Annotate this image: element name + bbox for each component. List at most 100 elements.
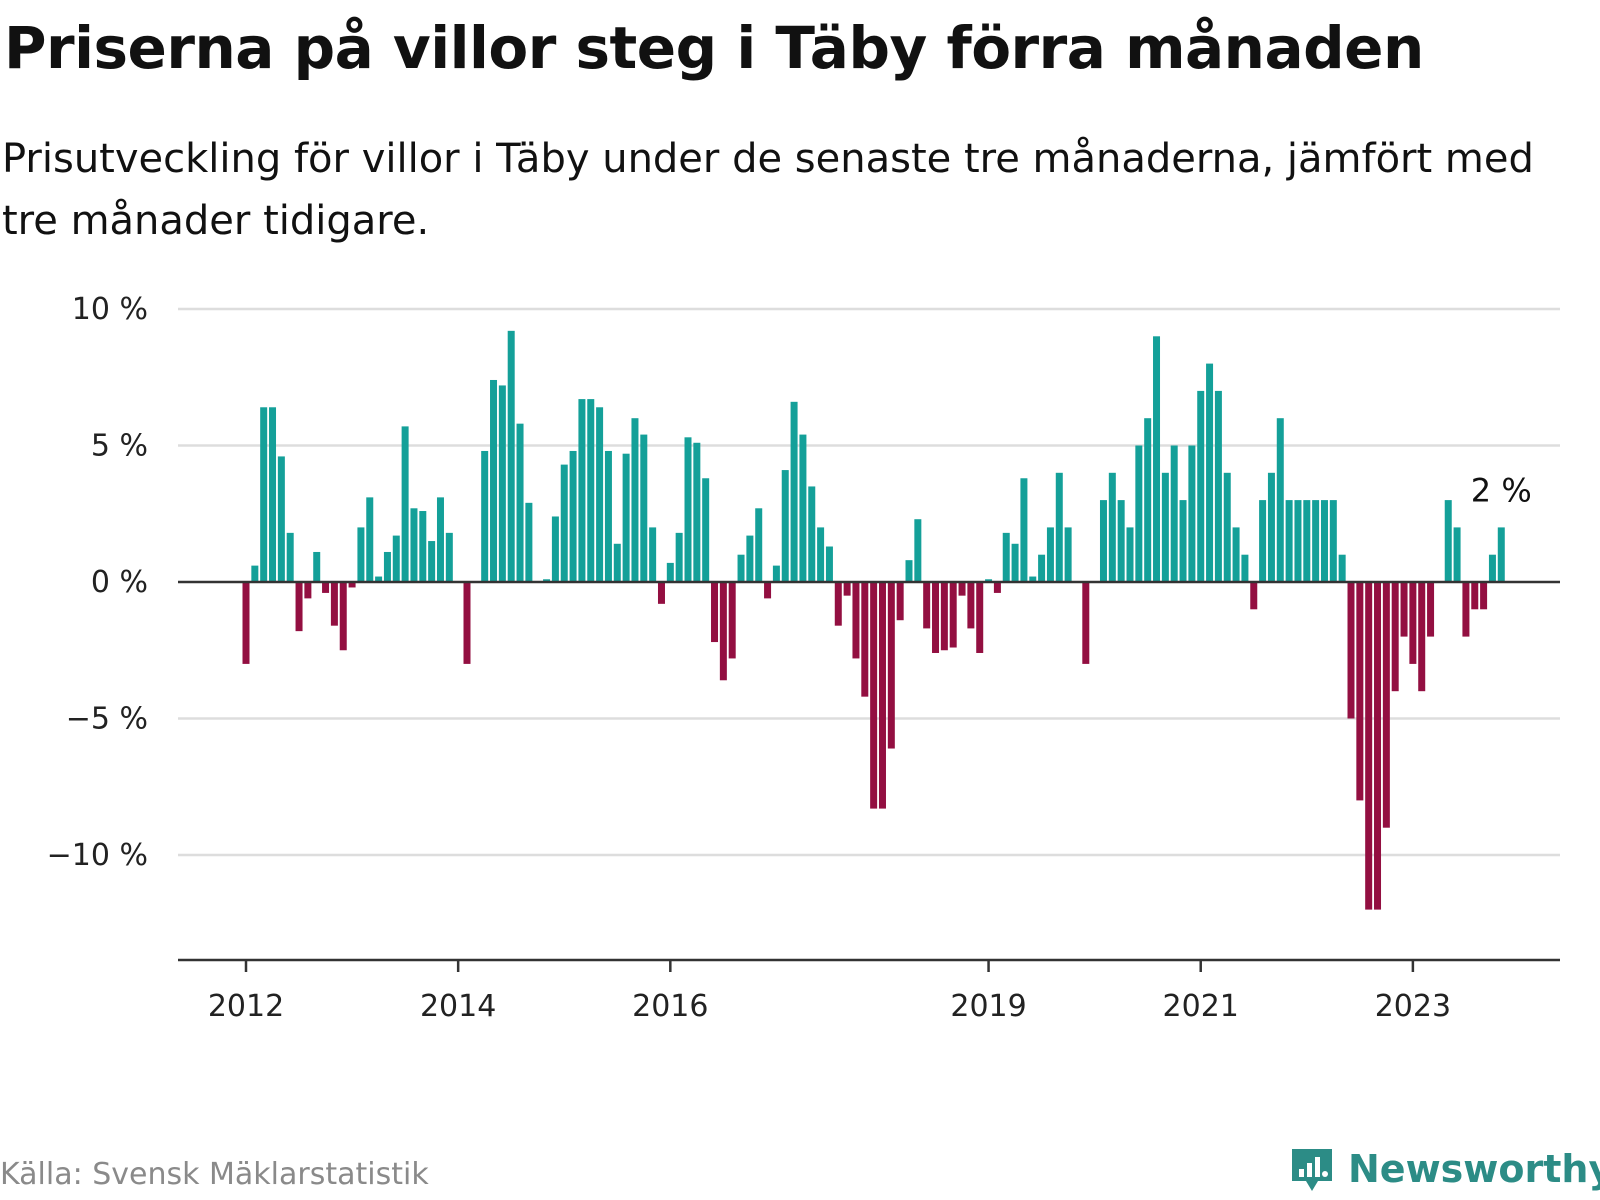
x-tick-label: 2012 <box>208 989 284 1020</box>
bar <box>967 582 975 629</box>
bar <box>657 582 665 604</box>
bar <box>684 437 692 582</box>
bar <box>852 582 860 659</box>
bar <box>1338 554 1346 582</box>
bar <box>604 450 612 582</box>
bar <box>985 579 993 582</box>
bar <box>675 532 683 582</box>
bar <box>277 456 285 582</box>
bar <box>410 508 418 582</box>
bar <box>1188 445 1196 582</box>
bar <box>993 582 1001 593</box>
bar <box>808 486 816 582</box>
axes <box>178 580 1560 972</box>
bar <box>1002 532 1010 582</box>
bar <box>949 582 957 648</box>
bar <box>772 565 780 582</box>
bar <box>481 450 489 582</box>
bar <box>1126 527 1134 582</box>
bar <box>1374 582 1382 910</box>
bar <box>1144 418 1152 582</box>
bar <box>1020 478 1028 582</box>
bar <box>1391 582 1399 692</box>
bar <box>976 582 984 653</box>
bar <box>728 582 736 659</box>
y-tick-label: 5 % <box>91 429 148 464</box>
bar <box>286 532 294 582</box>
x-tick-label: 2023 <box>1375 989 1451 1020</box>
bar <box>1471 582 1479 610</box>
bar <box>551 516 559 582</box>
bar <box>887 582 895 749</box>
bar <box>905 560 913 582</box>
bar <box>1294 500 1302 582</box>
bar <box>1241 554 1249 582</box>
bar <box>1382 582 1390 828</box>
bar <box>1055 472 1063 582</box>
bar <box>1285 500 1293 582</box>
bar <box>719 582 727 681</box>
bar <box>322 582 330 593</box>
bar <box>436 497 444 582</box>
bar <box>560 464 568 582</box>
bar <box>878 582 886 809</box>
bar <box>640 434 648 582</box>
bar <box>1320 500 1328 582</box>
bar-chart: 10 % 5 % 0 % −5 % −10 % 2012 2014 2016 2019 2021… <box>47 292 1560 1020</box>
bar <box>1082 582 1090 664</box>
bar <box>790 401 798 582</box>
bar <box>313 551 321 582</box>
bar <box>1250 582 1258 610</box>
bar <box>1064 527 1072 582</box>
bar <box>1223 472 1231 582</box>
bar <box>1400 582 1408 637</box>
bar <box>613 543 621 582</box>
chart-title: Priserna på villor steg i Täby förra mån… <box>4 14 1424 82</box>
bar <box>1011 543 1019 582</box>
bar <box>1153 336 1161 582</box>
y-tick-label: 0 % <box>91 565 148 600</box>
bar <box>1409 582 1417 664</box>
brand-name: Newsworthy <box>1348 1147 1600 1191</box>
bar <box>1029 576 1037 582</box>
bar <box>755 508 763 582</box>
bar <box>569 450 577 582</box>
bar <box>631 418 639 582</box>
bar <box>596 407 604 582</box>
bar <box>1427 582 1435 637</box>
bar <box>1365 582 1373 910</box>
bar <box>330 582 338 626</box>
bar <box>543 579 551 582</box>
x-axis-labels: 2012 2014 2016 2019 2021 2023 <box>208 989 1451 1020</box>
bar <box>348 582 356 588</box>
newsworthy-logo-icon <box>1292 1149 1332 1191</box>
bar <box>428 541 436 582</box>
bar <box>1312 500 1320 582</box>
bar <box>1488 554 1496 582</box>
bar <box>1232 527 1240 582</box>
bar <box>587 399 595 582</box>
bar <box>383 551 391 582</box>
bar <box>1108 472 1116 582</box>
bar <box>339 582 347 651</box>
bar <box>1276 418 1284 582</box>
bar <box>242 582 250 664</box>
y-axis-labels: 10 % 5 % 0 % −5 % −10 % <box>47 292 148 873</box>
bar <box>1099 500 1107 582</box>
bar <box>490 379 498 582</box>
bar <box>366 497 374 582</box>
latest-value-label: 2 % <box>1471 471 1532 509</box>
bar <box>1497 527 1505 582</box>
bar <box>1197 390 1205 582</box>
bar <box>463 582 471 664</box>
bar <box>666 562 674 582</box>
bar <box>445 532 453 582</box>
x-tick-label: 2014 <box>420 989 496 1020</box>
bar <box>1444 500 1452 582</box>
bar <box>746 535 754 582</box>
bar <box>516 423 524 582</box>
bar <box>419 511 427 582</box>
bar <box>1206 363 1214 582</box>
x-tick-label: 2021 <box>1163 989 1239 1020</box>
bar <box>1267 472 1275 582</box>
